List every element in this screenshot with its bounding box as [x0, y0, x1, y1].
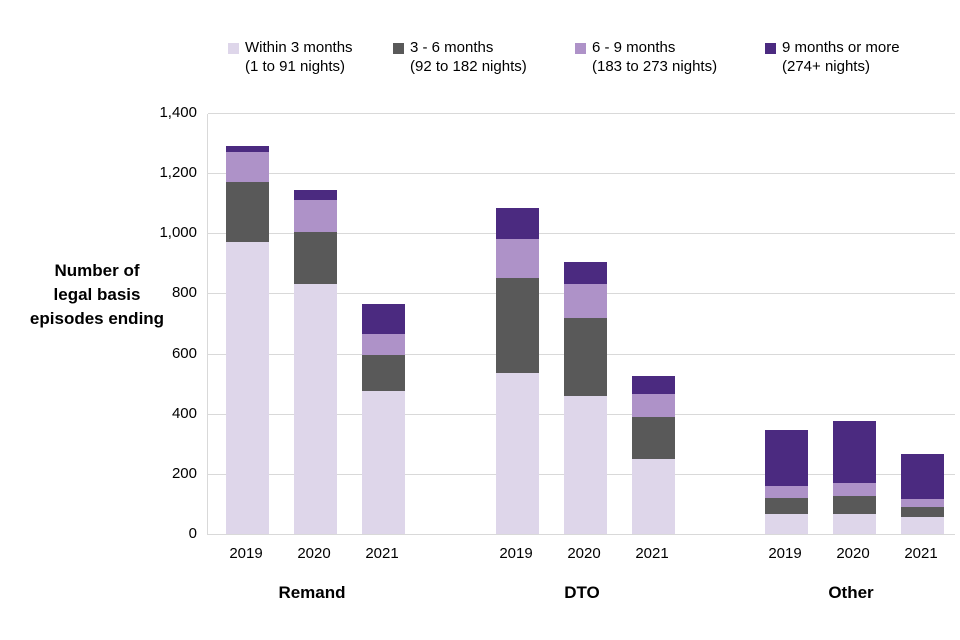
legend-item-3-6-months: 3 - 6 months (92 to 182 nights) [393, 38, 527, 76]
bar-other-2019 [764, 430, 808, 534]
x-tick-label: 2021 [635, 545, 669, 562]
legend-line2: (1 to 91 nights) [245, 58, 346, 75]
legend-line1: 9 months or more [782, 39, 900, 56]
bar-segment [563, 261, 607, 285]
bar-segment [764, 485, 808, 498]
bar-segment [764, 497, 808, 515]
bar-segment [293, 189, 337, 201]
bar-segment [900, 506, 944, 518]
plot-area [207, 113, 955, 535]
bar-remand-2020 [293, 189, 337, 534]
bar-segment [361, 303, 405, 335]
group-label-other: Other [828, 583, 874, 602]
bar-segment [832, 496, 876, 515]
y-tick-label: 400 [171, 404, 197, 422]
legend-swatch-icon [228, 43, 239, 54]
bar-segment [495, 239, 539, 279]
y-axis-title-line: legal basis [53, 285, 141, 304]
bar-segment [631, 416, 675, 459]
y-tick-label: 600 [171, 344, 197, 362]
bar-segment [495, 278, 539, 374]
x-tick-label: 2019 [768, 545, 802, 562]
legend-swatch-icon [765, 43, 776, 54]
bar-segment [832, 514, 876, 534]
legend-item-6-9-months: 6 - 9 months (183 to 273 nights) [575, 38, 717, 76]
gridline [208, 113, 955, 114]
bar-dto-2019 [495, 207, 539, 534]
bar-other-2021 [900, 454, 944, 534]
y-axis-title-line: Number of [54, 261, 140, 280]
bar-segment [225, 152, 269, 183]
y-tick-label: 1,000 [159, 224, 197, 242]
legend-item-within-3-months: Within 3 months (1 to 91 nights) [228, 38, 353, 76]
legend-label: 3 - 6 months (92 to 182 nights) [410, 38, 527, 76]
bar-segment [361, 391, 405, 534]
bar-segment [631, 376, 675, 395]
bar-segment [293, 231, 337, 285]
bar-dto-2021 [631, 376, 675, 534]
group-label-dto: DTO [564, 583, 600, 602]
gridline [208, 233, 955, 235]
bar-segment [631, 458, 675, 534]
bar-remand-2019 [225, 146, 269, 534]
bar-segment [631, 394, 675, 417]
bar-segment [293, 284, 337, 534]
gridline [208, 534, 955, 535]
legend-line1: Within 3 months [245, 39, 353, 56]
legend-line2: (274+ nights) [782, 58, 870, 75]
x-tick-label: 2019 [499, 545, 533, 562]
x-tick-label: 2020 [567, 545, 601, 562]
y-axis-title-line: episodes ending [29, 309, 165, 328]
bar-segment [900, 517, 944, 534]
bar-segment [361, 355, 405, 392]
legend-line1: 6 - 9 months [592, 39, 676, 56]
bar-segment [225, 182, 269, 243]
legend-item-9-months-or-more: 9 months or more (274+ nights) [765, 38, 900, 76]
bar-segment [361, 334, 405, 356]
bar-remand-2021 [361, 303, 405, 534]
x-tick-label: 2019 [229, 545, 263, 562]
bar-segment [832, 482, 876, 497]
legend-label: Within 3 months (1 to 91 nights) [245, 38, 353, 76]
y-tick-label: 1,200 [159, 164, 197, 182]
x-tick-label: 2020 [297, 545, 331, 562]
bar-segment [764, 514, 808, 534]
bar-segment [764, 430, 808, 486]
legend-swatch-icon [393, 43, 404, 54]
bar-dto-2020 [563, 261, 607, 534]
legend-label: 6 - 9 months (183 to 273 nights) [592, 38, 717, 76]
bar-segment [900, 499, 944, 507]
y-tick-label: 800 [171, 284, 197, 302]
bar-segment [225, 242, 269, 534]
bar-segment [563, 317, 607, 396]
bar-other-2020 [832, 421, 876, 534]
bar-segment [293, 200, 337, 232]
y-axis-title: Number of legal basis episodes ending [6, 259, 188, 331]
group-label-remand: Remand [278, 583, 346, 602]
legend-line1: 3 - 6 months [410, 39, 494, 56]
bar-segment [225, 146, 269, 153]
bar-segment [495, 373, 539, 534]
legend-line2: (183 to 273 nights) [592, 58, 718, 75]
y-tick-label: 1,400 [159, 104, 197, 121]
x-tick-label: 2021 [365, 545, 399, 562]
bar-segment [900, 454, 944, 500]
legend-label: 9 months or more (274+ nights) [782, 38, 900, 76]
legend-line2: (92 to 182 nights) [410, 58, 527, 75]
y-tick-label: 0 [188, 525, 197, 542]
gridline [208, 173, 955, 175]
x-tick-label: 2021 [904, 545, 938, 562]
x-tick-label: 2020 [836, 545, 870, 562]
bar-segment [495, 207, 539, 240]
bar-segment [563, 395, 607, 534]
legend-swatch-icon [575, 43, 586, 54]
bar-segment [832, 421, 876, 483]
bar-segment [563, 284, 607, 318]
y-tick-label: 200 [171, 464, 197, 482]
